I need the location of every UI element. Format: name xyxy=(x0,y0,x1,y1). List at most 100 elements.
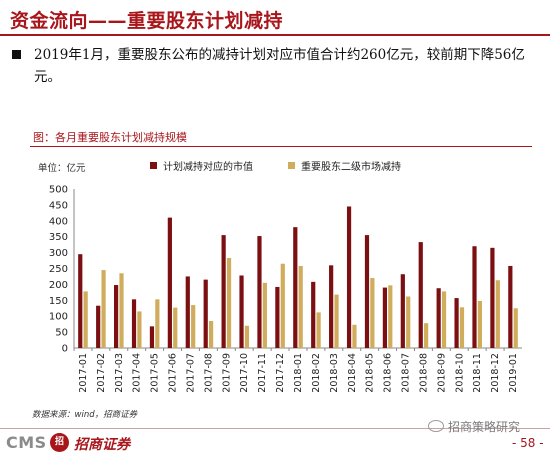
x-tick-label: 2018-07 xyxy=(401,353,412,393)
x-tick-label: 2018-06 xyxy=(383,353,394,393)
chart-unit-label: 单位：亿元 xyxy=(38,163,86,174)
y-tick-label: 450 xyxy=(49,200,68,211)
data-source-note: 数据来源：wind，招商证券 xyxy=(32,410,138,420)
chart-panel-title: 图：各月重要股东计划减持规模 xyxy=(33,131,187,144)
x-tick-label: 2017-05 xyxy=(150,353,161,393)
x-tick-label: 2018-08 xyxy=(418,353,429,393)
wechat-icon xyxy=(428,420,444,432)
x-tick-label: 2017-04 xyxy=(132,353,143,393)
x-tick-label: 2018-12 xyxy=(490,353,501,393)
y-tick-label: 100 xyxy=(49,312,68,323)
bar-planned-value xyxy=(472,246,477,348)
bar-planned-value xyxy=(418,242,423,348)
x-tick-label: 2017-02 xyxy=(96,353,107,393)
bar-planned-value xyxy=(508,265,513,348)
x-tick-label: 2018-02 xyxy=(311,353,322,393)
bar-secondary-reduction xyxy=(513,308,518,348)
x-tick-label: 2017-08 xyxy=(203,353,214,393)
summary-bullet: 2019年1月，重要股东公布的减持计划对应市值合计约260亿元，较前期下降56亿… xyxy=(12,44,542,88)
summary-text: 2019年1月，重要股东公布的减持计划对应市值合计约260亿元，较前期下降56亿… xyxy=(34,47,525,85)
bar-secondary-reduction xyxy=(441,291,447,348)
x-tick-label: 2018-09 xyxy=(436,353,447,393)
bar-planned-value xyxy=(490,247,495,348)
wechat-watermark: 招商策略研究 xyxy=(428,418,520,435)
y-tick-label: 150 xyxy=(49,296,68,307)
y-tick-label: 300 xyxy=(49,248,68,259)
bar-secondary-reduction xyxy=(173,307,178,348)
square-bullet-icon xyxy=(12,50,21,59)
x-tick-label: 2018-10 xyxy=(454,353,465,393)
bar-secondary-reduction xyxy=(209,320,214,348)
bar-planned-value xyxy=(167,217,172,348)
footer-divider xyxy=(0,428,550,429)
bar-planned-value xyxy=(203,279,208,348)
y-tick-label: 250 xyxy=(49,264,68,275)
watermark-text: 招商策略研究 xyxy=(448,420,521,434)
bar-secondary-reduction xyxy=(155,299,160,348)
bar-secondary-reduction xyxy=(459,307,465,348)
bar-planned-value xyxy=(364,235,370,348)
y-tick-label: 50 xyxy=(55,328,68,339)
chart-panel-divider xyxy=(30,146,532,147)
logo-emblem-icon: 招 xyxy=(50,433,69,452)
bar-secondary-reduction xyxy=(477,300,482,348)
legend-item-planned: 计划减持对应的市值 xyxy=(150,158,253,173)
x-tick-label: 2018-01 xyxy=(293,353,304,393)
bar-secondary-reduction xyxy=(388,285,393,348)
x-tick-label: 2018-04 xyxy=(347,353,358,393)
y-tick-label: 200 xyxy=(49,280,68,291)
bar-planned-value xyxy=(293,227,298,348)
bar-secondary-reduction xyxy=(244,325,250,348)
x-tick-label: 2017-10 xyxy=(239,353,250,393)
bar-planned-value xyxy=(114,285,119,348)
bar-planned-value xyxy=(185,276,190,348)
x-tick-label: 2018-11 xyxy=(472,353,483,393)
bar-planned-value xyxy=(400,274,405,348)
bar-planned-value xyxy=(149,326,155,348)
bar-secondary-reduction xyxy=(191,305,196,348)
bar-planned-value xyxy=(78,254,83,348)
legend-label-secondary: 重要股东二级市场减持 xyxy=(301,162,401,173)
bar-secondary-reduction xyxy=(226,258,232,348)
bar-planned-value xyxy=(96,305,101,348)
x-tick-label: 2017-01 xyxy=(78,353,89,393)
legend-swatch-planned xyxy=(150,162,157,169)
bar-secondary-reduction xyxy=(352,324,357,348)
bar-secondary-reduction xyxy=(406,296,411,348)
bar-planned-value xyxy=(346,206,352,348)
bar-secondary-reduction xyxy=(101,270,106,348)
bar-secondary-reduction xyxy=(280,263,285,348)
y-tick-label: 500 xyxy=(49,185,68,196)
x-tick-label: 2017-11 xyxy=(257,353,268,393)
bar-secondary-reduction xyxy=(370,278,375,348)
x-tick-label: 2018-05 xyxy=(365,353,376,393)
bar-secondary-reduction xyxy=(298,265,303,348)
x-tick-label: 2018-03 xyxy=(329,353,340,393)
x-tick-label: 2017-09 xyxy=(221,353,232,393)
title-divider xyxy=(0,34,550,36)
bar-planned-value xyxy=(382,287,387,348)
page-title: 资金流向——重要股东计划减持 xyxy=(10,10,284,32)
bar-secondary-reduction xyxy=(495,280,500,348)
x-tick-label: 2017-03 xyxy=(114,353,125,393)
y-tick-label: 350 xyxy=(49,232,68,243)
bar-planned-value xyxy=(311,281,316,348)
x-tick-label: 2017-07 xyxy=(185,353,196,393)
x-tick-label: 2017-12 xyxy=(275,353,286,393)
logo-cms-text: CMS xyxy=(6,433,47,452)
bar-secondary-reduction xyxy=(262,282,267,348)
page-number: - 58 - xyxy=(512,436,544,450)
bar-planned-value xyxy=(239,275,244,348)
y-tick-label: 0 xyxy=(62,344,68,355)
bar-secondary-reduction xyxy=(334,294,339,348)
bar-secondary-reduction xyxy=(316,312,321,348)
legend-item-secondary: 重要股东二级市场减持 xyxy=(288,158,401,173)
bar-planned-value xyxy=(257,236,262,348)
legend-swatch-secondary xyxy=(288,162,295,169)
bar-secondary-reduction xyxy=(137,311,142,348)
bar-secondary-reduction xyxy=(119,273,124,348)
x-tick-label: 2019-01 xyxy=(508,353,519,393)
logo-company-name: 招商证券 xyxy=(74,437,130,453)
bar-planned-value xyxy=(329,265,334,348)
